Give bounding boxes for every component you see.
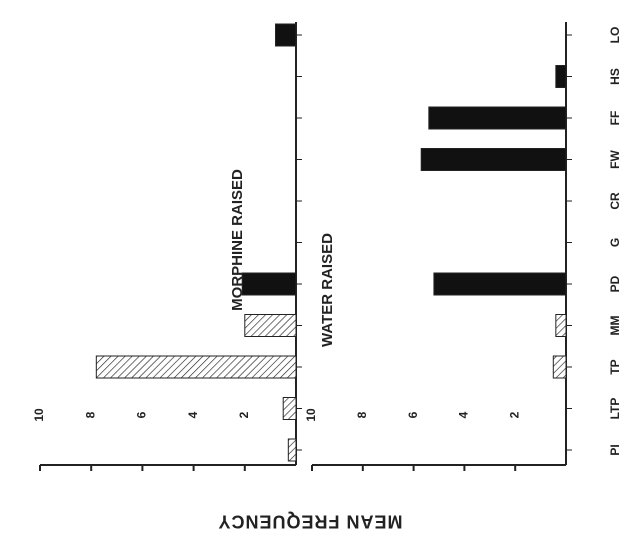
bar — [241, 272, 297, 296]
x-tick-label: MM — [608, 316, 622, 336]
bar — [433, 272, 567, 296]
x-tick-label: LO — [608, 27, 622, 44]
y-tick-label: 4 — [186, 411, 200, 418]
bar — [555, 65, 567, 88]
bar — [95, 355, 297, 379]
bar — [282, 397, 297, 420]
bar — [420, 148, 567, 171]
bar — [555, 314, 567, 337]
x-tick-label: FW — [608, 149, 622, 168]
bar — [552, 355, 567, 379]
x-tick-label: PI — [608, 444, 622, 455]
x-tick-label: G — [608, 238, 622, 247]
x-tick-label: TP — [608, 359, 622, 374]
x-tick-label: PD — [608, 275, 622, 292]
panel-title: MORPHINE RAISED — [229, 169, 246, 311]
axis-label: MEAN FREQUENCY — [217, 511, 402, 531]
x-tick-label: CR — [608, 192, 622, 210]
x-tick-label: HS — [608, 68, 622, 85]
y-tick-label: 10 — [304, 408, 318, 422]
bar — [428, 106, 567, 130]
y-tick-label: 2 — [237, 411, 251, 418]
bar — [244, 314, 297, 337]
y-tick-label: 8 — [83, 411, 97, 418]
x-tick-label: LTP — [608, 398, 622, 420]
bar — [275, 23, 297, 47]
bar — [287, 438, 297, 462]
y-tick-label: 10 — [32, 408, 46, 422]
x-tick-label: FF — [608, 111, 622, 126]
y-tick-label: 2 — [507, 411, 521, 418]
panel-title: WATER RAISED — [319, 233, 336, 347]
y-tick-label: 8 — [355, 411, 369, 418]
y-tick-label: 6 — [406, 411, 420, 418]
y-tick-label: 6 — [135, 411, 149, 418]
y-tick-label: 4 — [457, 411, 471, 418]
